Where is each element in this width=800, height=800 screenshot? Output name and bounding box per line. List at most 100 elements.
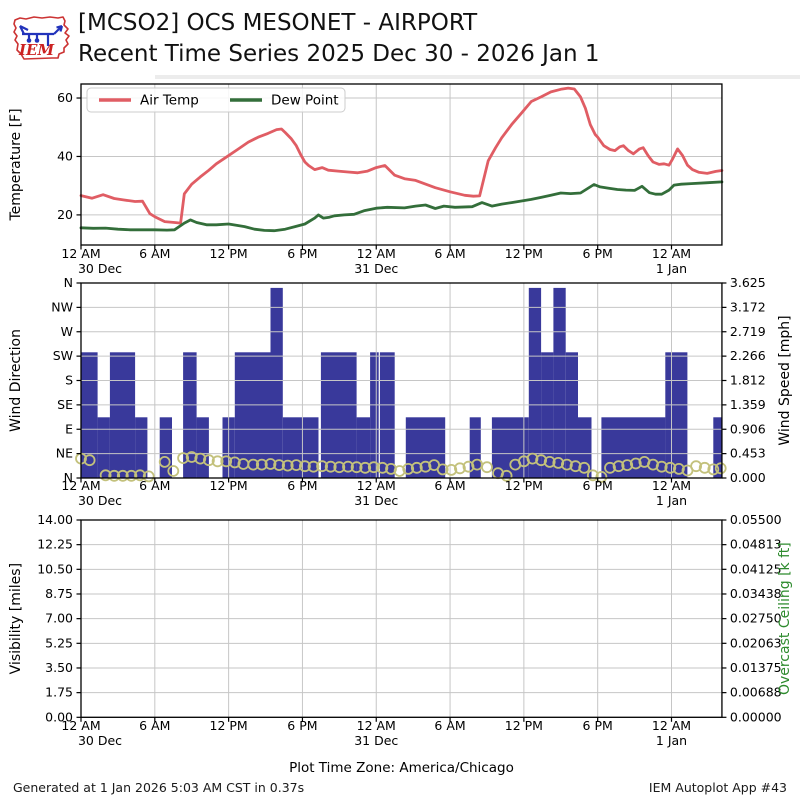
visibility-frame [80,519,723,718]
wind-speed-marker [273,459,286,472]
wind-speed-marker [367,461,380,474]
wind-speed-marker [629,457,642,470]
svg-text:0.00000: 0.00000 [730,709,782,724]
wind-speed-marker [621,459,634,472]
svg-text:2.266: 2.266 [730,348,766,363]
svg-text:31 Dec: 31 Dec [354,493,398,508]
wind-direction-bar [528,287,542,478]
svg-text:0.04125: 0.04125 [730,561,782,576]
wind-speed-marker [707,463,720,476]
svg-text:0.04813: 0.04813 [730,537,782,552]
wind-speed-marker [158,455,171,468]
wind-speed-marker [125,469,138,482]
wind-speed-marker [664,461,677,474]
svg-text:30 Dec: 30 Dec [78,261,122,276]
svg-text:SE: SE [57,397,73,412]
svg-text:6 PM: 6 PM [583,246,613,261]
header-divider [155,75,800,79]
svg-text:0.906: 0.906 [730,421,766,436]
svg-text:N: N [64,470,73,485]
wind-speed-marker [385,462,397,475]
wind-speed-marker [324,460,337,473]
wind-speed-marker [647,458,659,471]
timezone-caption: Plot Time Zone: America/Chicago [289,760,514,776]
wind-direction-bar [135,417,148,478]
svg-text:20: 20 [57,207,73,222]
wind-speed-marker [543,455,556,468]
svg-text:SW: SW [53,348,73,363]
wind-speed-marker [462,460,475,473]
svg-text:10.50: 10.50 [37,561,73,576]
wind-speed-marker [690,460,702,473]
svg-text:1.359: 1.359 [730,397,766,412]
wind-speed-marker [714,462,727,475]
svg-text:1 Jan: 1 Jan [656,261,687,276]
svg-text:60: 60 [57,90,73,105]
svg-text:12 AM: 12 AM [652,718,691,733]
svg-text:40: 40 [57,148,73,163]
wind-speed-marker [359,461,372,474]
svg-text:0.01375: 0.01375 [730,660,782,675]
wind-speed-marker [116,469,129,482]
wind-speed-marker [255,458,268,471]
wind-speed-marker [99,469,112,482]
svg-text:Overcast Ceiling [k ft]: Overcast Ceiling [k ft] [777,542,793,695]
svg-text:6 AM: 6 AM [139,478,170,493]
wind-speed-marker [552,456,565,469]
svg-text:6 PM: 6 PM [287,478,317,493]
wind-speed-marker [586,469,599,482]
wind-speed-marker [445,463,458,476]
dew-point-line [79,180,724,233]
wind-speed-marker [83,454,96,467]
svg-text:14.00: 14.00 [37,512,73,527]
wind-speed-marker [604,461,616,474]
svg-text:E: E [65,421,73,436]
svg-text:NE: NE [56,446,73,461]
wind-direction-bar [183,352,197,478]
svg-text:30 Dec: 30 Dec [78,733,122,748]
svg-text:6 PM: 6 PM [287,718,317,733]
svg-text:3.625: 3.625 [730,275,766,290]
wind-speed-marker [194,452,207,465]
svg-text:6 PM: 6 PM [287,246,317,261]
iem-logo-text: IEM [18,41,54,59]
svg-text:7.00: 7.00 [45,611,73,626]
svg-text:0.00: 0.00 [45,709,73,724]
wind-speed-marker [655,460,668,473]
wind-speed-marker [177,452,190,465]
svg-text:3.50: 3.50 [45,660,73,675]
temperature-panel: 20 40 60 Air Temp Dew Point 12 AM 6 AM 12 PM 6 P… [8,83,724,276]
svg-text:S: S [65,373,73,388]
wind-speed-marker [393,465,406,477]
wind-speed-marker [108,469,121,482]
iem-logo: IEM [13,16,70,60]
wind-speed-marker [298,460,311,473]
svg-text:Visibility [miles]: Visibility [miles] [8,563,24,674]
wind-speed-marker [247,458,260,471]
wind-speed-marker [595,470,608,483]
wind-speed-marker [202,454,215,467]
svg-text:6 AM: 6 AM [434,478,465,493]
wind-speed-marker [436,463,449,476]
timeseries-chart: 20 40 60 Air Temp Dew Point 12 AM 6 AM 12 PM 6 P… [8,83,793,776]
svg-text:6 PM: 6 PM [583,478,613,493]
title-line-2: Recent Time Series 2025 Dec 30 - 2026 Ja… [78,41,600,67]
wind-speed-marker [410,461,423,474]
wind-speed-marker [500,469,513,482]
svg-text:2.719: 2.719 [730,324,766,339]
svg-text:6 PM: 6 PM [583,718,613,733]
wind-direction-bar [356,417,371,478]
svg-text:12 PM: 12 PM [210,718,248,733]
title-line-1: [MCSO2] OCS MESONET - AIRPORT [78,10,478,36]
svg-text:0.00688: 0.00688 [730,685,782,700]
wind-speed-marker [228,456,241,469]
svg-text:0.02063: 0.02063 [730,635,782,650]
svg-text:W: W [61,324,73,339]
wind-frame [80,282,723,479]
wind-speed-marker [612,460,625,473]
wind-speed-marker [673,462,685,475]
svg-text:31 Dec: 31 Dec [354,261,398,276]
page-title: [MCSO2] OCS MESONET - AIRPORT Recent Tim… [78,8,600,70]
wind-speed-marker [376,461,389,474]
wind-speed-marker [526,452,539,465]
